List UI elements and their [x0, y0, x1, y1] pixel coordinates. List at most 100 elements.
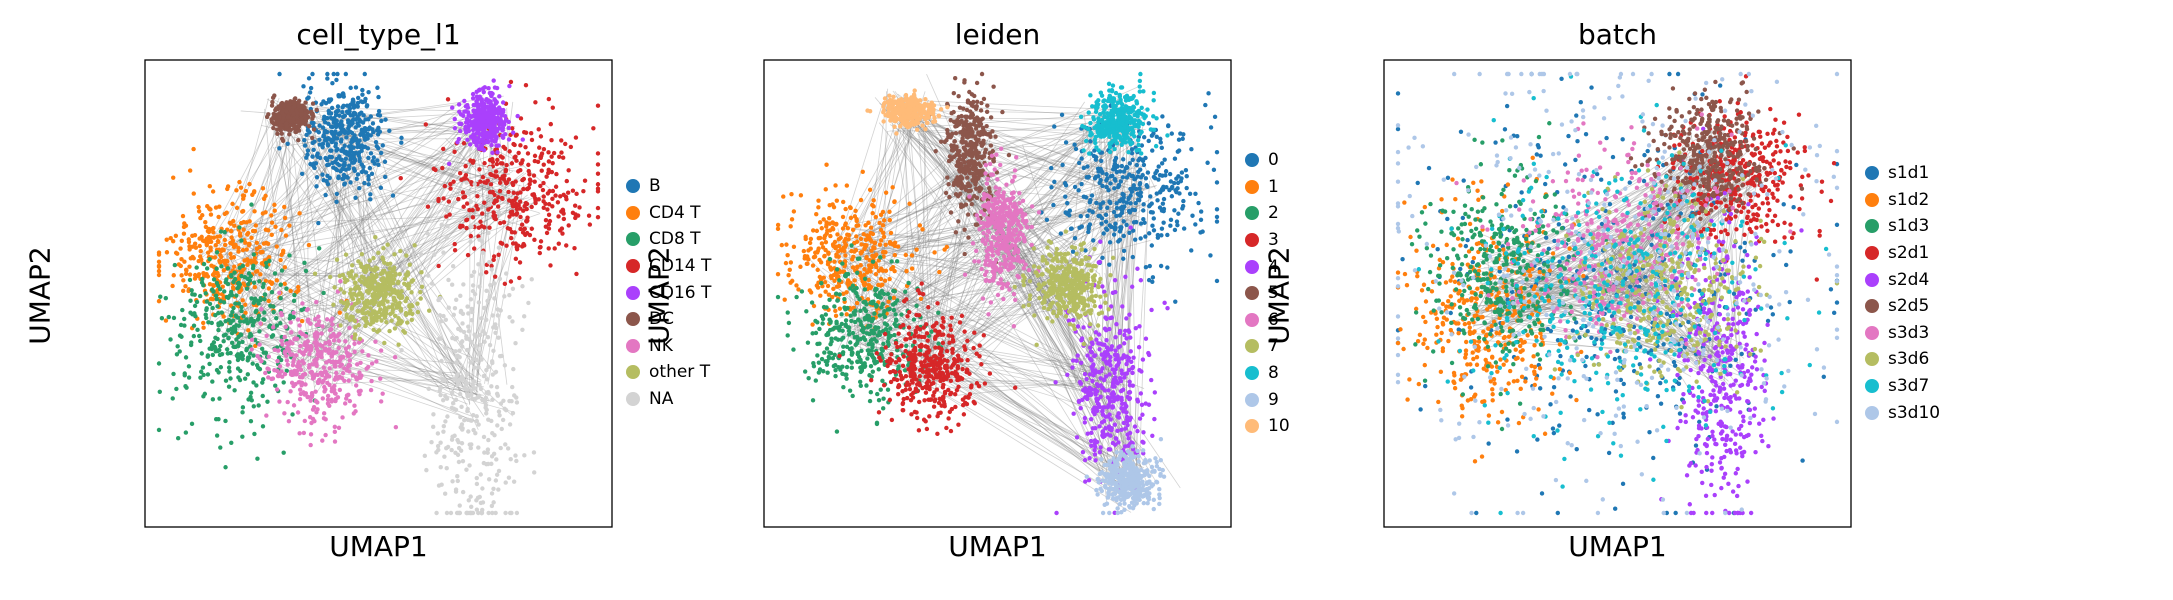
data-point: [218, 445, 223, 450]
data-point: [874, 304, 879, 309]
data-point: [387, 128, 392, 133]
data-point: [936, 411, 941, 416]
data-point: [375, 158, 380, 163]
data-point: [352, 318, 358, 324]
data-point: [248, 332, 253, 337]
data-point: [260, 380, 265, 385]
data-point: [331, 302, 336, 307]
data-point: [854, 223, 859, 229]
data-point: [1065, 200, 1070, 206]
data-point: [171, 315, 177, 321]
legend-swatch: [626, 232, 640, 247]
data-point: [287, 102, 292, 107]
data-point: [376, 303, 382, 308]
data-point: [870, 253, 875, 259]
data-point: [482, 305, 487, 311]
data-point: [218, 343, 223, 349]
data-point: [305, 347, 310, 352]
data-point: [858, 250, 864, 255]
data-point: [559, 138, 564, 143]
data-point: [191, 323, 197, 328]
data-point: [581, 188, 586, 194]
data-point: [572, 245, 577, 251]
data-point: [391, 267, 396, 273]
data-point: [458, 448, 464, 453]
data-point: [866, 341, 871, 347]
data-point: [353, 117, 358, 122]
data-point: [514, 201, 519, 207]
data-point: [958, 375, 963, 380]
data-point: [788, 260, 794, 265]
data-point: [313, 161, 319, 166]
data-point: [1063, 183, 1069, 188]
data-point: [848, 215, 854, 221]
data-point: [931, 393, 936, 398]
data-point: [888, 379, 894, 385]
data-point: [904, 395, 910, 401]
data-point: [868, 390, 874, 395]
data-point: [1130, 157, 1135, 163]
data-point: [505, 446, 511, 451]
data-point: [466, 429, 471, 434]
data-point: [171, 371, 176, 377]
data-point: [575, 213, 581, 218]
data-point: [380, 255, 385, 260]
data-point: [869, 352, 875, 358]
data-point: [244, 286, 250, 291]
data-point: [790, 278, 795, 284]
data-point: [453, 489, 459, 494]
data-point: [868, 377, 874, 383]
data-point: [1133, 176, 1138, 181]
data-point: [903, 348, 908, 354]
data-point: [158, 294, 163, 299]
data-point: [1157, 173, 1163, 178]
data-point: [1044, 217, 1050, 223]
data-point: [462, 109, 467, 114]
data-point: [513, 133, 519, 138]
data-point: [208, 245, 213, 250]
data-point: [409, 317, 415, 322]
data-point: [382, 260, 387, 265]
data-point: [213, 349, 218, 354]
data-point: [259, 346, 265, 351]
legend-swatch: [626, 259, 640, 274]
data-point: [493, 134, 498, 139]
data-point: [348, 148, 353, 153]
data-point: [931, 380, 936, 386]
data-point: [917, 374, 923, 379]
data-point: [503, 510, 508, 516]
data-point: [368, 267, 374, 272]
data-point: [474, 357, 479, 363]
data-point: [956, 422, 961, 427]
data-point: [277, 399, 282, 404]
data-point: [219, 264, 224, 269]
data-point: [330, 316, 335, 321]
data-point: [316, 220, 321, 226]
data-point: [535, 159, 541, 164]
data-point: [1181, 132, 1186, 137]
data-point: [444, 466, 449, 471]
data-point: [848, 340, 853, 345]
data-point: [268, 303, 273, 309]
data-point: [881, 396, 886, 401]
data-point: [464, 217, 470, 222]
data-point: [1159, 161, 1165, 166]
data-point: [871, 198, 876, 203]
data-point: [906, 331, 912, 336]
data-point: [370, 121, 376, 126]
data-point: [470, 91, 476, 97]
data-point: [270, 99, 275, 105]
data-point: [248, 258, 254, 263]
data-point: [1150, 148, 1155, 153]
data-point: [1154, 134, 1159, 139]
data-point: [935, 332, 941, 338]
data-point: [531, 450, 537, 455]
data-point: [205, 372, 211, 377]
data-point: [1168, 217, 1174, 223]
data-point: [316, 246, 322, 251]
data-point: [837, 292, 842, 297]
data-point: [346, 163, 352, 168]
data-point: [200, 238, 206, 243]
data-point: [484, 317, 489, 323]
data-point: [496, 468, 502, 474]
